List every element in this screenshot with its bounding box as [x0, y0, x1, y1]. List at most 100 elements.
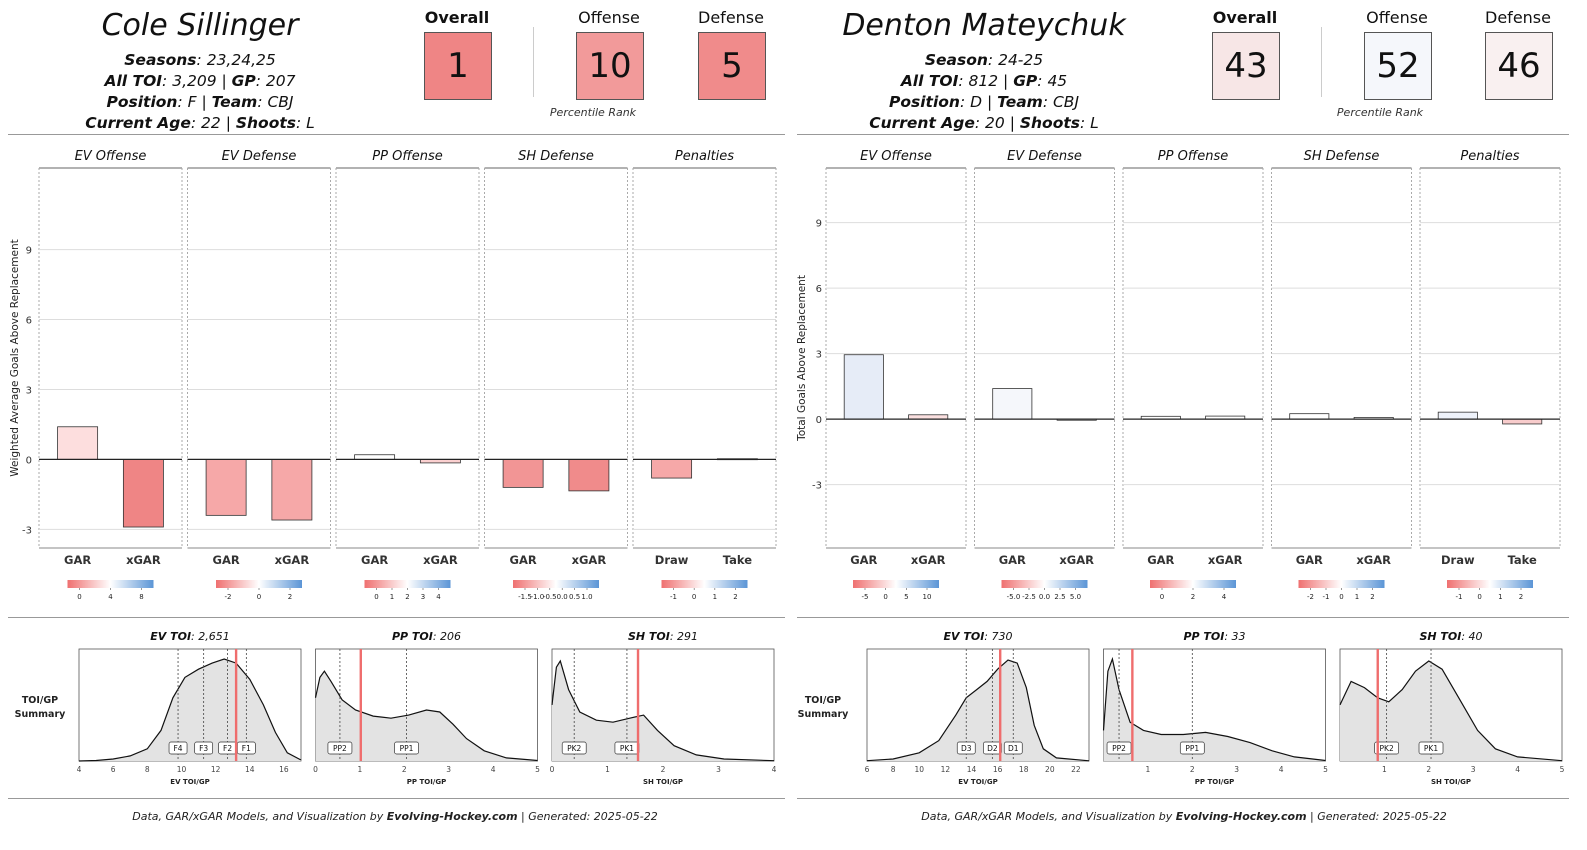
x-tick-label: 1: [1146, 765, 1151, 774]
line-marker-box: [194, 741, 214, 755]
toi-title-sep: :: [670, 630, 677, 643]
x-tick-label: xGAR: [1356, 553, 1391, 567]
density-area: [552, 661, 774, 761]
rank-divider: [1321, 27, 1322, 97]
toi-chart-title: PP TOI: 206: [392, 630, 461, 643]
x-tick-label: 6: [865, 765, 870, 774]
legend-tick-label: 5.0: [1070, 593, 1081, 601]
x-tick-label: 0: [313, 765, 318, 774]
legend-tick-label: 2: [405, 593, 409, 601]
toi-title-value: 206: [440, 630, 461, 643]
x-tick-label: 4: [1279, 765, 1284, 774]
line-marker-box: [394, 741, 419, 755]
overall-rank-box: 1: [424, 32, 492, 100]
toi-title-label: EV TOI: [943, 630, 984, 643]
x-tick-label: 4: [77, 765, 82, 774]
legend-tick-label: 0: [1477, 593, 1481, 601]
player-header: Cole Sillinger Seasons: 23,24,25 All TOI…: [50, 0, 350, 134]
player-name: Denton Mateychuk: [842, 8, 1126, 43]
x-tick-label: Draw: [1441, 553, 1475, 567]
x-axis-label: SH TOI/GP: [643, 778, 683, 786]
panel-title: Penalties: [675, 149, 734, 164]
x-tick-label: xGAR: [126, 553, 161, 567]
legend-tick-label: 0: [1339, 593, 1343, 601]
line-marker-box: [327, 741, 353, 755]
density-line: [78, 658, 302, 762]
overall-label: Overall: [1212, 8, 1278, 27]
x-tick-label: 5: [535, 765, 540, 774]
line-marker-box: [1374, 741, 1399, 755]
toi-title-sep: :: [1461, 630, 1468, 643]
age-line: Current Age: 22 | Shoots: L: [85, 114, 315, 132]
legend-tick-label: 1: [1498, 593, 1502, 601]
toi-line: All TOI: 3,209 | GP: 207: [104, 72, 296, 90]
y-tick-label: 0: [816, 415, 822, 426]
legend-tick-label: -1: [670, 593, 677, 601]
y-tick-label: 0: [26, 455, 32, 466]
x-tick-label: 3: [1234, 765, 1239, 774]
line-marker-box: [168, 741, 188, 755]
toi-row-label: TOI/GP: [22, 695, 58, 706]
legend-tick-label: 0.5: [569, 593, 580, 601]
x-axis-label: EV TOI/GP: [958, 778, 997, 786]
legend-tick-label: 0.0: [557, 593, 568, 601]
x-tick-label: 12: [211, 765, 221, 774]
x-axis-label: PP TOI/GP: [407, 778, 446, 786]
rank-divider: [533, 27, 534, 97]
legend-tick-label: 5: [904, 593, 908, 601]
line-marker-label: F2: [223, 744, 232, 753]
legend-tick-label: 3: [421, 593, 425, 601]
bar: [1289, 413, 1330, 420]
x-tick-label: 2: [1426, 765, 1431, 774]
x-tick-label: 16: [279, 765, 289, 774]
legend-tick-label: 2: [733, 593, 737, 601]
color-legend-bar: [364, 580, 451, 588]
legend-tick-label: 0.0: [1039, 593, 1050, 601]
bar: [271, 459, 313, 521]
legend-tick-label: 2: [1370, 593, 1374, 601]
legend-tick-label: 10: [923, 593, 932, 601]
y-tick-label: 6: [816, 284, 822, 295]
legend-tick-label: -0.5: [543, 593, 557, 601]
toi-row-label: Summary: [798, 709, 849, 720]
x-tick-label: 14: [967, 765, 977, 774]
defense-label: Defense: [1485, 8, 1551, 27]
player-header: Denton Mateychuk Season: 24-25 All TOI: …: [834, 0, 1134, 134]
density-line: [866, 659, 1090, 762]
x-tick-label: 16: [993, 765, 1003, 774]
legend-tick-label: 2: [1191, 593, 1195, 601]
legend-tick-label: -1: [1323, 593, 1330, 601]
line-marker-label: D2: [987, 744, 998, 753]
y-tick-label: 6: [26, 316, 32, 327]
toi-title-label: EV TOI: [150, 630, 191, 643]
toi-row-label: Summary: [15, 709, 66, 720]
toi-title-label: SH TOI: [628, 630, 670, 643]
x-tick-label: 12: [941, 765, 951, 774]
legend-tick-label: 1: [390, 593, 394, 601]
density-area: [1103, 659, 1326, 761]
legend-tick-label: -1: [1456, 593, 1463, 601]
defense-rank-box: 46: [1485, 32, 1553, 100]
x-axis-label: SH TOI/GP: [1431, 778, 1471, 786]
footer-credit: Data, GAR/xGAR Models, and Visualization…: [921, 810, 1447, 823]
x-tick-label: 3: [716, 765, 721, 774]
percentile-rank-label: Percentile Rank: [549, 106, 637, 119]
offense-label: Offense: [1366, 8, 1428, 27]
line-marker-label: D3: [961, 744, 972, 753]
toi-chart-title: PP TOI: 33: [1183, 630, 1245, 643]
density-area: [79, 659, 301, 761]
x-tick-label: GAR: [510, 553, 537, 567]
legend-tick-label: 1: [1355, 593, 1359, 601]
panel-title: Penalties: [1460, 149, 1519, 164]
x-tick-label: 8: [891, 765, 896, 774]
toi-line: All TOI: 812 | GP: 45: [900, 72, 1068, 90]
x-tick-label: GAR: [1147, 553, 1174, 567]
bars-divider: [797, 617, 1569, 618]
toi-chart-title: EV TOI: 730: [943, 630, 1012, 643]
toi-chart-title: EV TOI: 2,651: [150, 630, 230, 643]
legend-tick-label: 0: [1160, 593, 1164, 601]
x-axis-label: PP TOI/GP: [1195, 778, 1234, 786]
legend-tick-label: 2.5: [1054, 593, 1065, 601]
x-tick-label: GAR: [213, 553, 240, 567]
bar: [57, 426, 99, 460]
